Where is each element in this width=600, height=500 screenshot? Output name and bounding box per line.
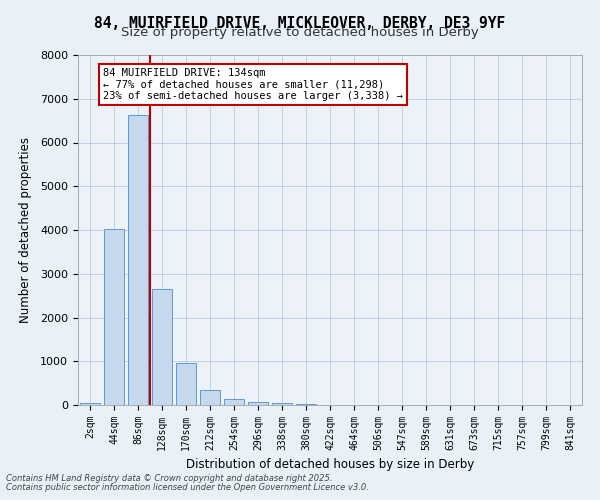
Text: 84, MUIRFIELD DRIVE, MICKLEOVER, DERBY, DE3 9YF: 84, MUIRFIELD DRIVE, MICKLEOVER, DERBY, …: [94, 16, 506, 31]
Text: Contains public sector information licensed under the Open Government Licence v3: Contains public sector information licen…: [6, 483, 369, 492]
Text: Size of property relative to detached houses in Derby: Size of property relative to detached ho…: [121, 26, 479, 39]
Bar: [272, 403, 292, 405]
Bar: [104, 229, 124, 405]
Bar: [80, 403, 100, 405]
Bar: [128, 116, 148, 405]
Text: Contains HM Land Registry data © Crown copyright and database right 2025.: Contains HM Land Registry data © Crown c…: [6, 474, 332, 483]
Bar: [200, 390, 220, 405]
Bar: [248, 402, 268, 405]
Bar: [296, 404, 316, 405]
X-axis label: Distribution of detached houses by size in Derby: Distribution of detached houses by size …: [186, 458, 474, 471]
Bar: [152, 289, 172, 405]
Y-axis label: Number of detached properties: Number of detached properties: [19, 137, 32, 323]
Bar: [224, 399, 244, 405]
Bar: [176, 362, 196, 405]
Text: 84 MUIRFIELD DRIVE: 134sqm
← 77% of detached houses are smaller (11,298)
23% of : 84 MUIRFIELD DRIVE: 134sqm ← 77% of deta…: [103, 68, 403, 102]
